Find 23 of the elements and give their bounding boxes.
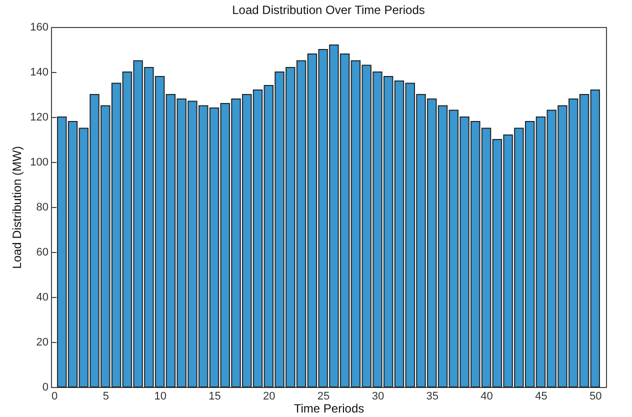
y-tick-label: 140 (30, 66, 48, 78)
y-axis-title: Load Distribution (MW) (10, 146, 24, 269)
chart-title: Load Distribution Over Time Periods (232, 3, 425, 17)
x-tick-label: 45 (535, 390, 548, 402)
x-tick-label: 10 (154, 390, 166, 402)
x-tick-label: 50 (589, 390, 602, 402)
x-tick-label: 5 (102, 390, 109, 402)
y-tick-label: 60 (36, 246, 48, 258)
y-tick-label: 40 (36, 292, 48, 304)
x-tick-label: 40 (480, 390, 493, 402)
x-axis-title: Time Periods (294, 402, 364, 416)
y-tick-label: 0 (42, 382, 48, 394)
y-tick-label: 20 (36, 336, 48, 348)
y-tick-label: 100 (30, 156, 48, 168)
x-tick-label: 15 (208, 390, 221, 402)
x-tick-label: 25 (317, 390, 330, 402)
y-tick-label: 80 (36, 202, 48, 214)
x-tick-label: 20 (263, 390, 276, 402)
x-tick-label: 30 (372, 390, 384, 402)
x-tick-label: 0 (52, 390, 58, 402)
y-tick-label: 120 (30, 112, 48, 124)
y-tick-label: 160 (30, 22, 48, 34)
x-tick-label: 35 (426, 390, 439, 402)
